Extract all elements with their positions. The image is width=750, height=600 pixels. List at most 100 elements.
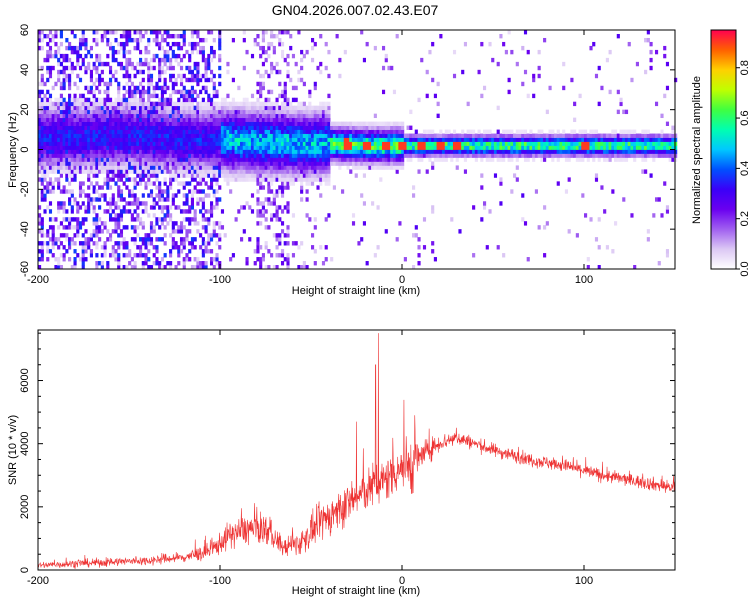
spectrogram-cell: [302, 125, 306, 130]
spectrogram-cell: [130, 101, 134, 107]
spectrogram-cell: [188, 169, 192, 174]
spectrogram-cell: [433, 153, 437, 158]
spectrogram-cell: [38, 93, 42, 99]
spectrogram-cell: [567, 137, 571, 142]
spectrogram-cell: [89, 149, 93, 154]
spectrogram-cell: [477, 133, 481, 138]
spectrogram-cell: [76, 125, 80, 130]
spectrogram-cell: [70, 193, 74, 198]
spectrogram-cell: [218, 133, 222, 138]
spectrogram-cell: [166, 165, 170, 170]
spectrogram-cell: [98, 125, 102, 130]
spectrogram-cell: [466, 101, 470, 107]
spectrogram-cell: [144, 205, 148, 210]
spectrogram-cell: [300, 133, 304, 138]
spectrogram-cell: [95, 213, 99, 218]
spectrogram-cell: [422, 133, 427, 138]
spectrogram-cell: [289, 169, 293, 174]
spectrogram-cell: [54, 30, 58, 35]
spectrogram-cell: [654, 101, 659, 107]
spectrogram-cell: [294, 113, 298, 119]
spectrogram-cell: [98, 117, 102, 123]
spectrogram-cell: [624, 157, 629, 162]
spectrogram-cell: [485, 149, 489, 154]
spectrogram-cell: [76, 229, 80, 234]
spectrogram-cell: [532, 133, 536, 138]
spectrogram-cell: [182, 153, 186, 158]
spectrogram-cell: [62, 225, 66, 230]
spectrogram-cell: [245, 141, 249, 146]
spectrogram-cell: [223, 233, 227, 238]
spectrogram-cell: [354, 157, 358, 162]
spectrogram-cell: [122, 137, 126, 142]
spectrogram-cell: [278, 233, 282, 238]
spectrogram-cell: [286, 257, 290, 262]
spectrogram-cell: [280, 189, 285, 194]
spectrogram-cell: [119, 213, 124, 218]
spectrogram-cell: [313, 121, 317, 126]
spectrogram-cell: [261, 129, 265, 134]
spectrogram-cell: [603, 137, 607, 142]
spectrogram-cell: [521, 141, 525, 146]
spectrogram-cell: [163, 77, 167, 83]
spectrogram-cell: [289, 157, 293, 162]
spectrogram-cell: [362, 157, 366, 162]
spectrogram-cell: [611, 189, 615, 194]
spectrogram-cell: [171, 193, 175, 198]
colorbar-tick-label: 0.6: [739, 110, 750, 125]
spectrogram-cell: [46, 145, 50, 150]
spectrogram-cell: [190, 161, 195, 166]
spectrogram-cell: [98, 161, 102, 166]
spectrogram-cell: [166, 105, 170, 111]
spectrogram-cell: [373, 157, 377, 162]
spectrogram-cell: [95, 153, 99, 158]
spectrogram-cell: [171, 81, 175, 87]
spectrogram-cell: [89, 169, 93, 174]
spectrogram-cell: [81, 221, 85, 226]
spectrogram-cell: [201, 213, 205, 218]
spectrogram-cell: [261, 133, 265, 138]
spectrogram-cell: [305, 173, 309, 178]
spectrogram-cell: [196, 129, 200, 134]
spectrogram-cell: [300, 125, 304, 130]
spectrogram-cell: [171, 169, 175, 174]
spectrogram-cell: [264, 197, 268, 202]
spectrogram-cell: [529, 141, 533, 146]
spectrogram-cell: [663, 181, 667, 186]
spectrogram-cell: [141, 169, 145, 174]
spectrogram-cell: [73, 65, 77, 71]
spectrogram-cell: [259, 121, 263, 126]
spectrogram-cell: [534, 145, 538, 150]
spectrogram-cell: [199, 145, 203, 150]
spectrogram-cell: [149, 161, 154, 166]
spectrogram-cell: [59, 253, 63, 258]
spectrogram-cell: [472, 149, 476, 154]
spectrogram-cell: [311, 153, 315, 158]
spectrogram-cell: [635, 153, 639, 158]
spectrogram-cell: [78, 137, 83, 142]
spectrogram-cell: [390, 133, 394, 138]
spectrogram-cell: [190, 69, 195, 75]
spectrogram-cell: [226, 153, 230, 158]
spectrogram-cell: [65, 57, 69, 63]
spectrogram-cell: [291, 137, 296, 142]
spectrogram-cell: [256, 129, 260, 134]
spectrogram-cell: [354, 173, 358, 178]
spectrogram-cell: [62, 117, 66, 123]
spectrogram-cell: [68, 141, 72, 146]
spectrogram-cell: [147, 89, 151, 95]
spectrogram-cell: [207, 145, 211, 150]
spectrogram-cell: [40, 65, 44, 71]
spectrogram-cell: [261, 257, 265, 262]
spectrogram-cell: [70, 209, 74, 214]
spectrogram-cell: [581, 145, 585, 150]
spectrogram-cell: [193, 213, 197, 218]
spectrogram-cell: [122, 93, 126, 99]
spectrogram-cell: [136, 45, 140, 51]
spectrogram-cell: [199, 101, 203, 107]
spectrogram-cell: [341, 153, 345, 158]
spectrogram-cell: [319, 109, 323, 115]
spectrogram-cell: [48, 201, 53, 206]
spectrogram-cell: [373, 253, 377, 258]
spectrogram-cell: [439, 145, 443, 150]
